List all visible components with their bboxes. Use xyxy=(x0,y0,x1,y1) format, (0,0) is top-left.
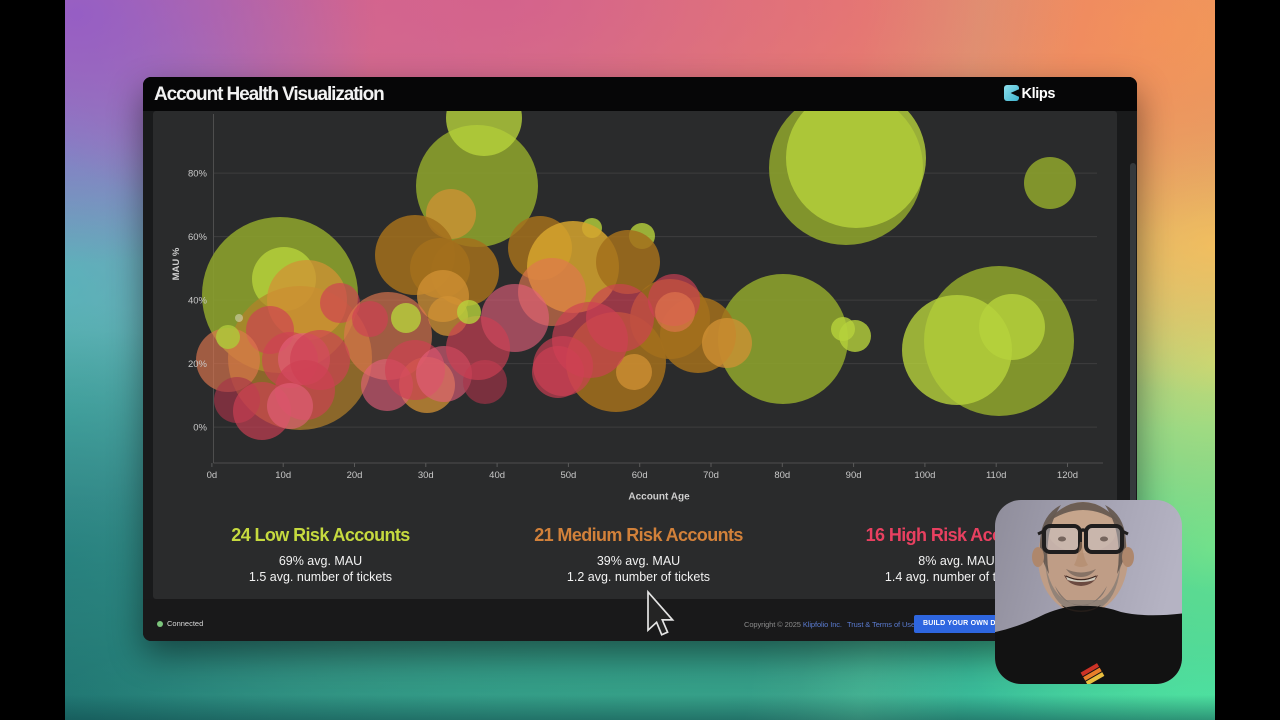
svg-text:120d: 120d xyxy=(1057,470,1078,481)
svg-text:50d: 50d xyxy=(560,470,576,481)
svg-text:0%: 0% xyxy=(193,422,207,433)
svg-text:MAU %: MAU % xyxy=(171,247,182,280)
svg-text:20d: 20d xyxy=(347,470,363,481)
svg-text:60%: 60% xyxy=(188,232,208,243)
svg-text:20%: 20% xyxy=(188,359,208,370)
svg-text:40d: 40d xyxy=(489,470,505,481)
svg-text:10d: 10d xyxy=(275,470,291,481)
svg-text:60d: 60d xyxy=(632,470,648,481)
svg-text:Account Age: Account Age xyxy=(628,492,690,503)
svg-text:100d: 100d xyxy=(914,470,935,481)
svg-text:80d: 80d xyxy=(774,470,790,481)
svg-text:30d: 30d xyxy=(418,470,434,481)
svg-text:80%: 80% xyxy=(188,168,208,179)
svg-text:90d: 90d xyxy=(846,470,862,481)
svg-text:40%: 40% xyxy=(188,295,208,306)
svg-text:0d: 0d xyxy=(207,470,218,481)
svg-text:70d: 70d xyxy=(703,470,719,481)
svg-text:110d: 110d xyxy=(986,470,1006,481)
